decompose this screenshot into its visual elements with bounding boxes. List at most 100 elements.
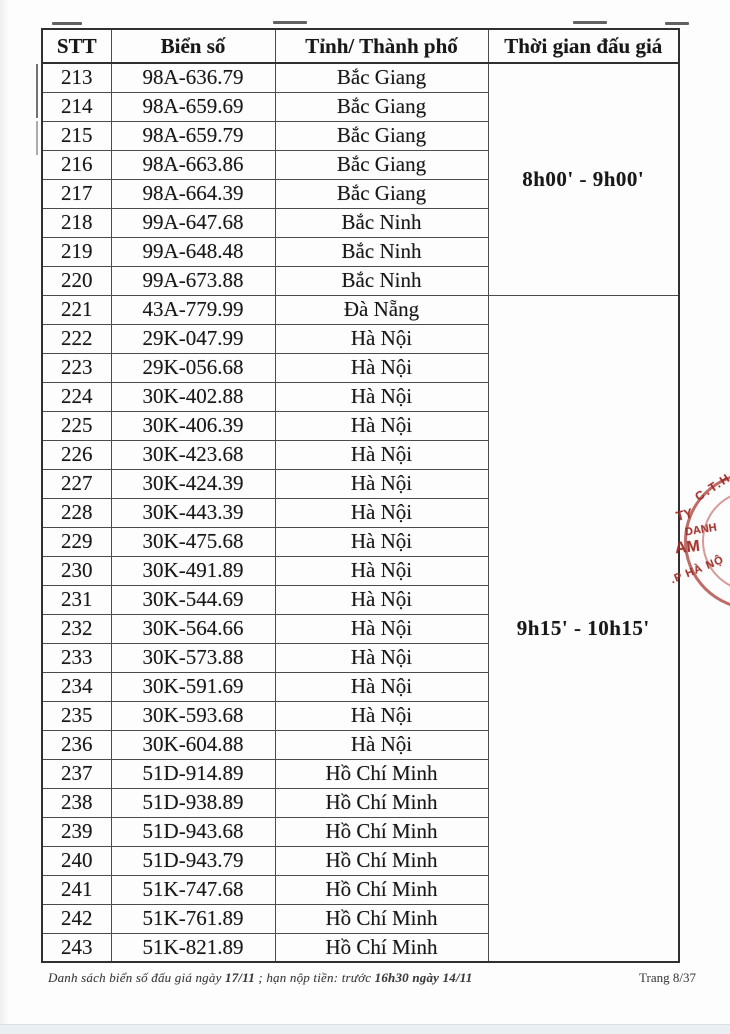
stt-cell: 220 [41,265,112,296]
plate-cell: 99A-648.48 [110,236,276,267]
province-cell: Hồ Chí Minh [274,932,489,963]
plate-cell: 30K-491.89 [110,555,276,586]
plate-cell: 30K-604.88 [110,729,276,760]
table-row: 224 30K-402.88 Hà Nội [41,381,679,412]
plate-cell: 30K-402.88 [110,381,276,412]
table-header-row: STT Biển số Tỉnh/ Thành phố Thời gian đấ… [41,28,680,64]
plate-cell: 30K-593.68 [110,700,276,731]
footer-text: Danh sách biển số đấu giá ngày [48,970,225,985]
plate-cell: 51D-914.89 [110,758,276,789]
plate-cell: 29K-056.68 [110,352,276,383]
province-cell: Hà Nội [274,381,489,412]
stt-cell: 236 [41,729,112,760]
plate-cell: 30K-573.88 [110,642,276,673]
stt-cell: 237 [41,758,112,789]
page-number: Trang 8/37 [639,970,696,985]
scan-artifact-dash [665,22,689,25]
province-cell: Bắc Giang [274,149,489,180]
stt-cell: 241 [41,874,112,905]
plate-cell: 51K-821.89 [110,932,276,963]
table-body: 213 98A-636.79 Bắc Giang 8h00' - 9h00' 214 98… [41,62,680,963]
province-cell: Bắc Ninh [274,236,489,267]
table-row: 236 30K-604.88 Hà Nội [41,729,679,760]
header-time: Thời gian đấu giá [487,28,680,64]
plate-cell: 30K-544.69 [110,584,276,615]
table-row: 221 43A-779.99 Đà Nẵng 9h15' - 10h15' [41,294,680,963]
province-cell: Hồ Chí Minh [274,787,489,818]
stt-cell: 225 [41,410,112,441]
plate-cell: 30K-406.39 [110,410,276,441]
stt-cell: 216 [41,149,112,180]
stt-cell: 224 [41,381,112,412]
plate-cell: 30K-591.69 [110,671,276,702]
province-cell: Hà Nội [274,352,489,383]
stt-cell: 232 [41,613,112,644]
province-cell: Hà Nội [274,584,489,615]
plate-cell: 30K-424.39 [110,468,276,499]
province-cell: Bắc Giang [274,91,489,122]
province-cell: Bắc Giang [274,120,489,151]
plate-cell: 30K-475.68 [110,526,276,557]
province-cell: Đà Nẵng [274,294,489,325]
plate-cell: 98A-659.69 [110,91,276,122]
stt-cell: 233 [41,642,112,673]
province-cell: Bắc Ninh [274,265,489,296]
table-row: 230 30K-491.89 Hà Nội [41,555,679,586]
stt-cell: 240 [41,845,112,876]
province-cell: Hà Nội [274,555,489,586]
province-cell: Hà Nội [274,526,489,557]
plate-cell: 98A-659.79 [110,120,276,151]
plate-cell: 98A-636.79 [110,62,276,93]
stt-cell: 226 [41,439,112,470]
stt-cell: 235 [41,700,112,731]
page-edge-shadow [0,0,9,1034]
scan-artifact-dash [273,21,307,24]
table-row: 220 99A-673.88 Bắc Ninh [41,265,679,296]
table-row: 213 98A-636.79 Bắc Giang 8h00' - 9h00' [41,62,680,296]
plate-cell: 99A-673.88 [110,265,276,296]
stamp-outer-ring-icon [684,472,730,610]
plate-cell: 43A-779.99 [110,294,276,325]
table-row: 215 98A-659.79 Bắc Giang [41,120,679,151]
province-cell: Bắc Giang [274,62,489,93]
footer-note: Danh sách biển số đấu giá ngày 17/11 ; h… [48,970,472,986]
stt-cell: 215 [41,120,112,151]
scan-artifact-line [36,64,38,118]
plate-cell: 30K-443.39 [110,497,276,528]
plate-cell: 98A-663.86 [110,149,276,180]
scan-artifact-dash [573,21,607,24]
table-row: 233 30K-573.88 Hà Nội [41,642,679,673]
province-cell: Bắc Giang [274,178,489,209]
header-province: Tỉnh/ Thành phố [274,28,489,64]
plate-cell: 51D-938.89 [110,787,276,818]
table-row: 238 51D-938.89 Hồ Chí Minh [41,787,679,818]
auction-table: STT Biển số Tỉnh/ Thành phố Thời gian đấ… [41,28,680,963]
table-row: 229 30K-475.68 Hà Nội [41,526,679,557]
footer-text: ; hạn nộp tiền: trước [254,970,375,985]
header-stt: STT [41,28,112,64]
stt-cell: 219 [41,236,112,267]
stamp-inner-ring-icon [702,490,730,592]
province-cell: Hà Nội [274,410,489,441]
table-row: 216 98A-663.86 Bắc Giang [41,149,679,180]
stt-cell: 227 [41,468,112,499]
auction-time-cell: 9h15' - 10h15' [487,294,680,963]
stt-cell: 228 [41,497,112,528]
province-cell: Hà Nội [274,700,489,731]
plate-cell: 99A-647.68 [110,207,276,238]
table-row: 222 29K-047.99 Hà Nội [41,323,679,354]
page-bottom-edge [0,1024,730,1034]
province-cell: Hà Nội [274,671,489,702]
table-row: 241 51K-747.68 Hồ Chí Minh [41,874,679,905]
plate-cell: 51K-747.68 [110,874,276,905]
table-row: 240 51D-943.79 Hồ Chí Minh [41,845,679,876]
table-row: 223 29K-056.68 Hà Nội [41,352,679,383]
province-cell: Hà Nội [274,323,489,354]
stamp-text-fragment: DANH [684,521,718,539]
province-cell: Hồ Chí Minh [274,874,489,905]
plate-cell: 51D-943.79 [110,845,276,876]
province-cell: Hồ Chí Minh [274,816,489,847]
stt-cell: 242 [41,903,112,934]
header-plate: Biển số [110,28,276,64]
